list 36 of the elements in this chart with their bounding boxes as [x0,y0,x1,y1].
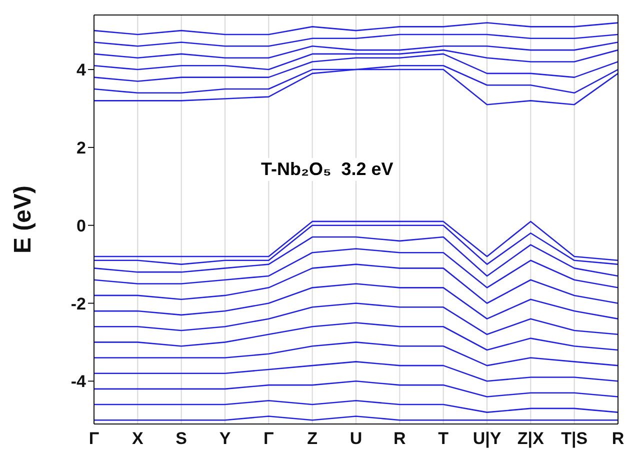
y-axis-title: E (eV) [10,185,37,254]
line-series [94,248,618,288]
line-series [94,49,618,70]
line-series [94,264,618,304]
y-tick-label: -2 [70,294,86,314]
line-series [94,322,618,351]
x-tick-label: T|S [561,429,588,448]
x-tick-label: U [350,429,362,448]
x-tick-label: Γ [264,429,274,448]
line-series [94,302,618,336]
y-tick-label: 4 [76,60,87,80]
line-series [94,22,618,36]
line-series [94,283,618,320]
x-tick-label: X [132,429,144,448]
x-tick-label: R [394,429,406,448]
line-series [94,236,618,277]
x-tick-label: Y [219,429,232,448]
line-series [94,342,618,366]
annotation: T-Nb₂O₅ 3.2 eV [258,158,396,181]
line-series [94,68,618,106]
x-tick-label: T [438,429,450,448]
x-tick-label: R [612,429,624,448]
x-tick-label: Z [307,429,318,448]
line-series [94,34,618,47]
y-tick-label: 2 [76,138,86,158]
line-series [94,53,618,82]
y-tick-label: 0 [76,216,86,236]
x-tick-label: Γ [88,429,100,448]
x-tick-label: U|Y [472,429,502,448]
line-series [94,361,618,382]
x-tick-label: Z|X [517,429,545,448]
line-series [94,380,618,398]
line-series [94,42,618,58]
x-tick-label: S [176,429,188,448]
y-tick-label: -4 [70,372,87,392]
line-series [94,400,618,413]
